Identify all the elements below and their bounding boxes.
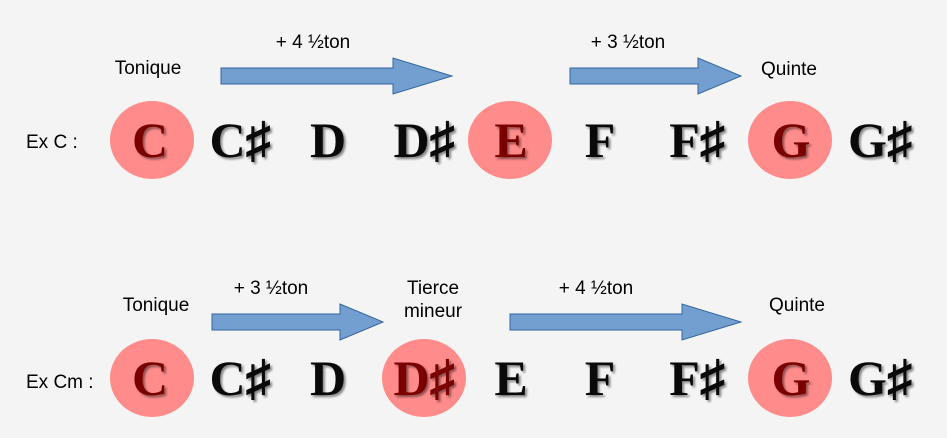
row2-third-label-line2: mineur bbox=[403, 301, 463, 322]
row2-highlight-root bbox=[110, 339, 194, 417]
row2-interval-2: + 4 ½ton bbox=[558, 278, 634, 299]
row1-highlight-fifth bbox=[748, 101, 832, 179]
row1-note: D♯ bbox=[393, 112, 455, 168]
row1-fifth-label: Quinte bbox=[761, 59, 817, 80]
row1-root-label: Tonique bbox=[114, 58, 182, 79]
row2-note: D♯ bbox=[393, 350, 455, 406]
row1-interval-1: + 4 ½ton bbox=[275, 32, 351, 53]
row2-arrow-1 bbox=[211, 303, 385, 341]
row1-interval-2: + 3 ½ton bbox=[590, 32, 666, 53]
row2-note: F♯ bbox=[669, 350, 725, 406]
row2-interval-1: + 3 ½ton bbox=[233, 278, 309, 299]
row1-note: G♯ bbox=[848, 112, 912, 168]
row2-third-label: Tierce mineur bbox=[404, 277, 462, 323]
row1-note: G bbox=[771, 112, 811, 168]
row2-note: C♯ bbox=[209, 350, 271, 406]
row2-note: E bbox=[494, 350, 528, 406]
row1-example-label: Ex C : bbox=[26, 132, 78, 153]
row1-highlight-third bbox=[468, 101, 552, 179]
row1-highlight-root bbox=[110, 101, 194, 179]
row2-root-label: Tonique bbox=[122, 295, 190, 316]
row1-note: C bbox=[131, 112, 169, 168]
row1-note: F♯ bbox=[669, 112, 725, 168]
row2-note: C bbox=[131, 350, 169, 406]
row1-note: E bbox=[494, 112, 528, 168]
row2-fifth-label: Quinte bbox=[769, 295, 825, 316]
row2-note: F bbox=[584, 350, 616, 406]
row1-note: C♯ bbox=[209, 112, 271, 168]
row1-arrow-1 bbox=[220, 57, 454, 95]
row2-highlight-fifth bbox=[748, 339, 832, 417]
row2-note: G bbox=[771, 350, 811, 406]
row2-example-label: Ex Cm : bbox=[26, 372, 94, 393]
row1-arrow-2 bbox=[569, 57, 743, 95]
row2-third-label-line1: Tierce bbox=[406, 278, 460, 299]
row2-note: D bbox=[309, 350, 347, 406]
row2-arrow-2 bbox=[509, 303, 743, 341]
row2-highlight-third bbox=[382, 339, 466, 417]
row1-note: F bbox=[584, 112, 616, 168]
row1-note: D bbox=[309, 112, 347, 168]
row2-note: G♯ bbox=[848, 350, 912, 406]
